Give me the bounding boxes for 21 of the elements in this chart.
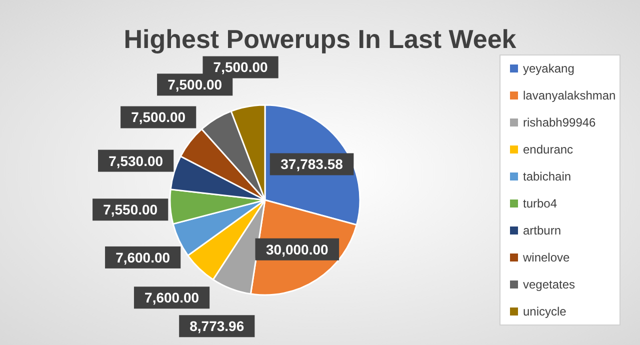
data-label: 30,000.00 <box>266 241 328 258</box>
data-label: 7,550.00 <box>103 202 158 218</box>
legend-label: winelove <box>522 250 570 264</box>
legend-label: tabichain <box>523 170 572 184</box>
legend-label: turbo4 <box>523 196 558 210</box>
data-label: 7,500.00 <box>131 109 186 126</box>
legend-label: enduranc <box>523 142 574 156</box>
data-label: 7,600.00 <box>144 290 200 306</box>
legend-label: yeyakang <box>523 62 574 76</box>
data-label: 7,500.00 <box>213 59 268 76</box>
legend-label: artburn <box>523 224 562 238</box>
legend-label: rishabh99946 <box>523 116 596 130</box>
data-label: 7,530.00 <box>108 152 164 169</box>
data-label: 37,783.58 <box>280 156 344 172</box>
chart-title: Highest Powerups In Last Week <box>124 24 517 54</box>
legend-label: vegetates <box>523 278 576 292</box>
legend-label: unicycle <box>523 304 567 318</box>
data-label: 7,500.00 <box>168 76 222 93</box>
data-label: 7,600.00 <box>116 249 170 266</box>
legend-label: lavanyalakshman <box>523 88 616 102</box>
data-label: 8,773.96 <box>190 318 244 334</box>
